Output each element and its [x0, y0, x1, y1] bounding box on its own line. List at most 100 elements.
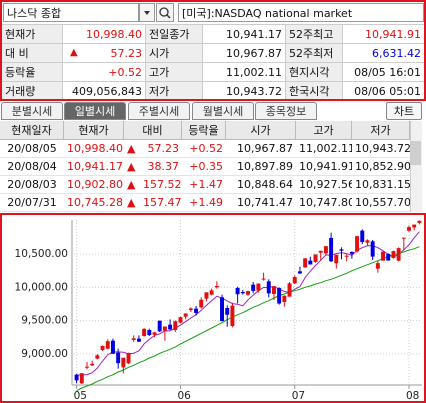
tab[interactable]: 분별시세 — [1, 102, 63, 120]
field-value: 10,941.17 — [202, 24, 285, 43]
candle-body — [287, 283, 292, 297]
field-value: +0.52 — [62, 62, 145, 81]
candle-body — [188, 308, 193, 310]
change-arrow: ▲ — [70, 47, 78, 58]
quote-panel: 나스닥 종합 [미국]:NASDAQ national market 현재가 10,9… — [0, 0, 426, 101]
candle-body — [204, 292, 209, 299]
candle-body — [297, 271, 302, 274]
high: 10,941.91 — [296, 158, 352, 176]
candle-body — [240, 292, 245, 294]
field-label: 한국시각 — [285, 81, 342, 99]
candle-body — [355, 236, 360, 252]
field-label: 현지시각 — [285, 62, 342, 81]
y-tick-label: 10,500.00 — [15, 248, 68, 260]
candle-body — [318, 250, 323, 253]
column-header: 시가 — [226, 121, 296, 140]
open: 10,897.89 — [226, 158, 296, 176]
search-input[interactable]: 나스닥 종합 — [3, 3, 139, 22]
candle-body — [126, 353, 131, 364]
candle-body — [292, 277, 297, 284]
rate: +0.35 — [182, 158, 226, 176]
field-value: 08/05 16:01 — [342, 62, 424, 81]
search-icon — [159, 7, 171, 19]
candle-body — [323, 246, 328, 254]
candle-body — [271, 286, 276, 294]
change: 157.52 — [140, 176, 182, 194]
y-tick-label: 9,500.00 — [21, 315, 68, 327]
candle-body — [401, 237, 406, 239]
candle-body — [152, 332, 157, 335]
arrow: ▲ — [124, 140, 140, 158]
candle-body — [386, 254, 391, 261]
change: 57.23 — [140, 140, 182, 158]
column-header: 저가 — [352, 121, 410, 140]
candle-body — [246, 291, 250, 295]
candle-body — [230, 305, 235, 326]
tab[interactable]: 주별시세 — [128, 102, 190, 120]
arrow: ▲ — [124, 158, 140, 176]
candle-body — [334, 254, 339, 264]
candle-body — [370, 241, 375, 257]
candle-body — [329, 238, 334, 262]
field-label: 52주최고 — [285, 24, 342, 43]
arrow: ▲ — [124, 194, 140, 212]
change: 38.37 — [140, 158, 182, 176]
chart-button[interactable]: 차트 — [386, 102, 422, 120]
candle-body — [360, 230, 365, 242]
date: 20/08/03 — [0, 176, 64, 194]
search-button[interactable] — [156, 3, 174, 22]
field-label: 52주최저 — [285, 43, 342, 62]
tab[interactable]: 종목정보 — [255, 102, 317, 120]
candle-body — [90, 363, 95, 366]
candle-body — [214, 286, 219, 288]
candle-body — [381, 251, 386, 261]
field-label: 전일종가 — [145, 24, 202, 43]
open: 10,741.47 — [226, 194, 296, 212]
field-label: 저가 — [145, 81, 202, 99]
close: 10,941.17 — [64, 158, 124, 176]
dropdown-button[interactable] — [139, 3, 155, 22]
column-header: 현재가 — [64, 121, 124, 140]
candle-body — [142, 328, 147, 336]
candle-body — [365, 240, 370, 243]
field-value: 08/06 05:01 — [342, 81, 424, 99]
candle-body — [168, 324, 173, 330]
chart: 9,000.00 9,500.00 10,000.00 10,500.00 05 06 07… — [0, 213, 426, 403]
field-label: 시가 — [145, 43, 202, 62]
low: 10,943.72 — [352, 140, 410, 158]
candle-body — [74, 374, 79, 381]
tab[interactable]: 월별시세 — [192, 102, 254, 120]
candle-body — [225, 308, 230, 315]
candle-body — [121, 357, 126, 368]
candle-body — [235, 288, 240, 295]
x-tick-label: 06 — [177, 390, 191, 402]
field-label: 거래량 — [2, 81, 62, 99]
candle-body — [375, 263, 380, 269]
field-value: 10,998.40 — [62, 24, 145, 43]
arrow: ▲ — [124, 176, 140, 194]
field-value: 10,943.72 — [202, 81, 285, 99]
scroll-thumb — [411, 141, 421, 165]
low: 10,852.90 — [352, 158, 410, 176]
candle-body — [412, 224, 417, 228]
candle-body — [266, 281, 271, 294]
rate: +1.47 — [182, 176, 226, 194]
y-tick-label: 10,000.00 — [15, 281, 68, 293]
field-value: 6,631.42 — [342, 43, 424, 62]
x-tick-label: 08 — [406, 390, 419, 402]
market-name: [미국]:NASDAQ national market — [178, 3, 424, 22]
x-tick-label: 07 — [292, 390, 305, 402]
candle-body — [173, 321, 178, 330]
candle-body — [303, 258, 308, 268]
candle-body — [105, 341, 110, 349]
low: 10,557.70 — [352, 194, 410, 212]
tab[interactable]: 일별시세 — [64, 102, 126, 120]
candle-body — [313, 254, 318, 262]
date: 20/07/31 — [0, 194, 64, 212]
candle-body — [79, 373, 84, 384]
candle-body — [199, 299, 204, 308]
high: 10,927.56 — [296, 176, 352, 194]
field-value: 57.23 — [62, 43, 145, 62]
